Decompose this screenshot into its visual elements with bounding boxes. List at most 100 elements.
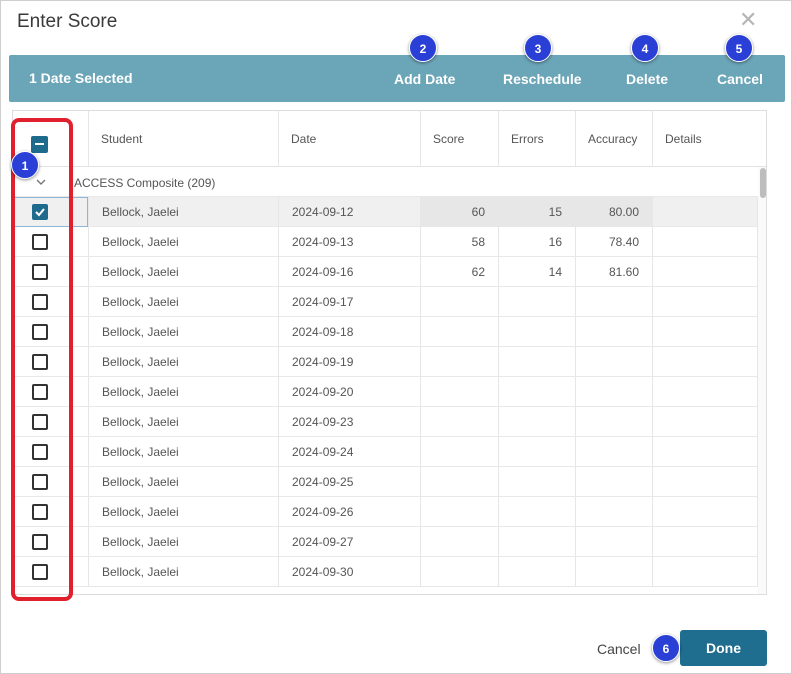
table-row[interactable]: Bellock, Jaelei 2024-09-18 [13, 317, 758, 347]
cell-student[interactable]: Bellock, Jaelei [89, 557, 279, 587]
cell-score[interactable] [421, 377, 499, 407]
cell-accuracy[interactable] [576, 287, 653, 317]
table-row[interactable]: Bellock, Jaelei 2024-09-30 [13, 557, 758, 587]
cell-accuracy[interactable] [576, 557, 653, 587]
row-checkbox[interactable] [32, 354, 48, 370]
cell-student[interactable]: Bellock, Jaelei [89, 347, 279, 377]
cell-details[interactable] [653, 377, 758, 407]
cell-student[interactable]: Bellock, Jaelei [89, 497, 279, 527]
row-checkbox[interactable] [32, 534, 48, 550]
cell-score[interactable] [421, 347, 499, 377]
cell-errors[interactable] [499, 317, 576, 347]
close-icon[interactable]: ✕ [739, 7, 758, 32]
table-row[interactable]: Bellock, Jaelei 2024-09-17 [13, 287, 758, 317]
cell-accuracy[interactable] [576, 437, 653, 467]
row-checkbox[interactable] [32, 444, 48, 460]
cell-student[interactable]: Bellock, Jaelei [89, 197, 279, 227]
cell-accuracy[interactable] [576, 347, 653, 377]
delete-button[interactable]: Delete [626, 71, 669, 87]
cell-score[interactable] [421, 437, 499, 467]
table-row[interactable]: Bellock, Jaelei 2024-09-26 [13, 497, 758, 527]
row-checkbox[interactable] [32, 234, 48, 250]
cell-details[interactable] [653, 527, 758, 557]
table-row[interactable]: Bellock, Jaelei 2024-09-16 62 14 81.60 [13, 257, 758, 287]
header-student[interactable]: Student [89, 111, 279, 167]
row-checkbox[interactable] [32, 474, 48, 490]
cell-student[interactable]: Bellock, Jaelei [89, 287, 279, 317]
cell-accuracy[interactable] [576, 467, 653, 497]
cell-details[interactable] [653, 557, 758, 587]
cell-errors[interactable] [499, 377, 576, 407]
cell-accuracy[interactable] [576, 527, 653, 557]
cell-date[interactable]: 2024-09-20 [279, 377, 421, 407]
table-row[interactable]: Bellock, Jaelei 2024-09-24 [13, 437, 758, 467]
cell-student[interactable]: Bellock, Jaelei [89, 407, 279, 437]
cell-score[interactable]: 62 [421, 257, 499, 287]
cell-accuracy[interactable] [576, 497, 653, 527]
cell-details[interactable] [653, 497, 758, 527]
cell-student[interactable]: Bellock, Jaelei [89, 467, 279, 497]
cell-student[interactable]: Bellock, Jaelei [89, 377, 279, 407]
cell-student[interactable]: Bellock, Jaelei [89, 257, 279, 287]
select-all-checkbox[interactable] [31, 136, 48, 153]
row-checkbox[interactable] [32, 504, 48, 520]
cell-errors[interactable] [499, 497, 576, 527]
cell-score[interactable] [421, 317, 499, 347]
cell-errors[interactable] [499, 407, 576, 437]
cell-score[interactable]: 60 [421, 197, 499, 227]
add-date-button[interactable]: Add Date [394, 71, 456, 87]
cell-score[interactable] [421, 287, 499, 317]
cell-details[interactable] [653, 407, 758, 437]
cell-student[interactable]: Bellock, Jaelei [89, 527, 279, 557]
row-checkbox[interactable] [32, 204, 48, 220]
cell-date[interactable]: 2024-09-23 [279, 407, 421, 437]
row-checkbox[interactable] [32, 324, 48, 340]
cell-accuracy[interactable] [576, 407, 653, 437]
done-button[interactable]: Done [680, 630, 767, 666]
cell-date[interactable]: 2024-09-26 [279, 497, 421, 527]
table-row[interactable]: Bellock, Jaelei 2024-09-13 58 16 78.40 [13, 227, 758, 257]
header-score[interactable]: Score [421, 111, 499, 167]
table-row[interactable]: Bellock, Jaelei 2024-09-23 [13, 407, 758, 437]
cell-errors[interactable] [499, 527, 576, 557]
chevron-down-icon[interactable] [34, 175, 48, 189]
cell-date[interactable]: 2024-09-19 [279, 347, 421, 377]
cell-errors[interactable] [499, 287, 576, 317]
cell-date[interactable]: 2024-09-12 [279, 197, 421, 227]
cell-details[interactable] [653, 227, 758, 257]
cell-date[interactable]: 2024-09-27 [279, 527, 421, 557]
vertical-scrollbar[interactable] [758, 167, 766, 594]
row-checkbox[interactable] [32, 414, 48, 430]
cell-errors[interactable]: 14 [499, 257, 576, 287]
cell-student[interactable]: Bellock, Jaelei [89, 437, 279, 467]
row-checkbox[interactable] [32, 384, 48, 400]
cell-errors[interactable]: 16 [499, 227, 576, 257]
cell-date[interactable]: 2024-09-18 [279, 317, 421, 347]
cell-errors[interactable] [499, 467, 576, 497]
cell-date[interactable]: 2024-09-24 [279, 437, 421, 467]
cell-errors[interactable] [499, 437, 576, 467]
cell-score[interactable] [421, 527, 499, 557]
cell-details[interactable] [653, 197, 758, 227]
cell-errors[interactable] [499, 557, 576, 587]
footer-cancel-button[interactable]: Cancel [597, 641, 641, 657]
cell-date[interactable]: 2024-09-30 [279, 557, 421, 587]
cell-student[interactable]: Bellock, Jaelei [89, 317, 279, 347]
cell-score[interactable] [421, 497, 499, 527]
reschedule-button[interactable]: Reschedule [503, 71, 582, 87]
cell-student[interactable]: Bellock, Jaelei [89, 227, 279, 257]
table-row[interactable]: Bellock, Jaelei 2024-09-27 [13, 527, 758, 557]
cell-details[interactable] [653, 287, 758, 317]
cell-details[interactable] [653, 317, 758, 347]
cell-errors[interactable]: 15 [499, 197, 576, 227]
cell-accuracy[interactable]: 81.60 [576, 257, 653, 287]
scrollbar-thumb[interactable] [760, 168, 766, 198]
row-checkbox[interactable] [32, 294, 48, 310]
cell-score[interactable] [421, 557, 499, 587]
cell-score[interactable] [421, 407, 499, 437]
table-row[interactable]: Bellock, Jaelei 2024-09-20 [13, 377, 758, 407]
cell-date[interactable]: 2024-09-13 [279, 227, 421, 257]
header-accuracy[interactable]: Accuracy [576, 111, 653, 167]
cell-details[interactable] [653, 257, 758, 287]
cell-errors[interactable] [499, 347, 576, 377]
